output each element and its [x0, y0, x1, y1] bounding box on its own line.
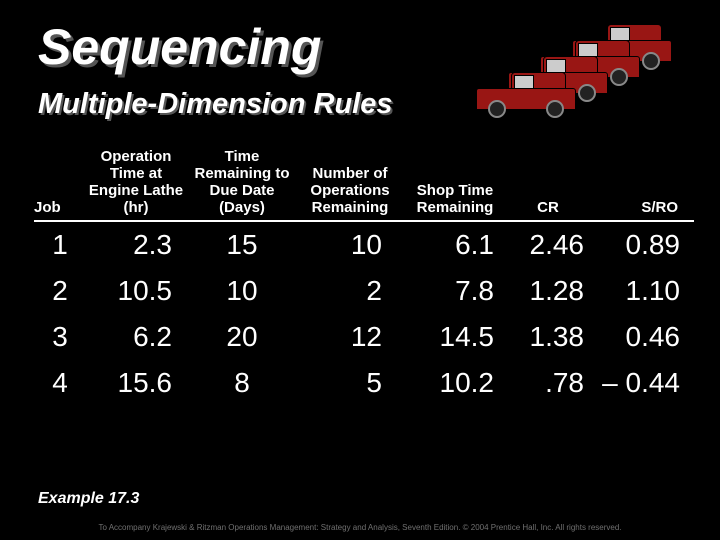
cell-shop: 6.1 [402, 229, 508, 261]
cell-num: 2 [298, 275, 402, 307]
table-row: 4 15.6 8 5 10.2 .78 – 0.44 [34, 360, 694, 406]
col-header-shop-time: Shop Time Remaining [402, 182, 508, 216]
cell-job: 1 [34, 229, 86, 261]
cell-job: 4 [34, 367, 86, 399]
cell-job: 3 [34, 321, 86, 353]
slide-subtitle: Multiple-Dimension Rules [38, 88, 392, 121]
cell-cr: 1.28 [508, 275, 588, 307]
car-icon [476, 68, 576, 118]
cell-op: 10.5 [86, 275, 186, 307]
cell-shop: 10.2 [402, 367, 508, 399]
col-header-operations-remaining: Number of Operations Remaining [298, 165, 402, 216]
cell-cr: .78 [508, 367, 588, 399]
table-header-row: Job Operation Time at Engine Lathe (hr) … [34, 148, 694, 222]
cell-job: 2 [34, 275, 86, 307]
col-header-time-remaining: Time Remaining to Due Date (Days) [186, 148, 298, 216]
table-row: 3 6.2 20 12 14.5 1.38 0.46 [34, 314, 694, 360]
table-row: 1 2.3 15 10 6.1 2.46 0.89 [34, 222, 694, 268]
cell-due: 15 [186, 229, 298, 261]
cell-sro: – 0.44 [588, 367, 684, 399]
car-decor [476, 20, 696, 130]
cell-op: 15.6 [86, 367, 186, 399]
cell-cr: 2.46 [508, 229, 588, 261]
cell-due: 20 [186, 321, 298, 353]
cell-num: 10 [298, 229, 402, 261]
copyright-footer: To Accompany Krajewski & Ritzman Operati… [0, 523, 720, 532]
cell-op: 2.3 [86, 229, 186, 261]
cell-due: 10 [186, 275, 298, 307]
slide-title: Sequencing [38, 18, 321, 76]
cell-op: 6.2 [86, 321, 186, 353]
col-header-sro: S/RO [588, 199, 684, 216]
cell-sro: 0.89 [588, 229, 684, 261]
cell-sro: 1.10 [588, 275, 684, 307]
cell-sro: 0.46 [588, 321, 684, 353]
cell-shop: 7.8 [402, 275, 508, 307]
example-label: Example 17.3 [38, 490, 139, 508]
col-header-cr: CR [508, 199, 588, 216]
cell-due: 8 [186, 367, 298, 399]
table-row: 2 10.5 10 2 7.8 1.28 1.10 [34, 268, 694, 314]
cell-num: 5 [298, 367, 402, 399]
col-header-job: Job [34, 199, 86, 216]
col-header-operation-time: Operation Time at Engine Lathe (hr) [86, 148, 186, 216]
sequencing-table: Job Operation Time at Engine Lathe (hr) … [34, 148, 694, 406]
cell-cr: 1.38 [508, 321, 588, 353]
cell-shop: 14.5 [402, 321, 508, 353]
cell-num: 12 [298, 321, 402, 353]
